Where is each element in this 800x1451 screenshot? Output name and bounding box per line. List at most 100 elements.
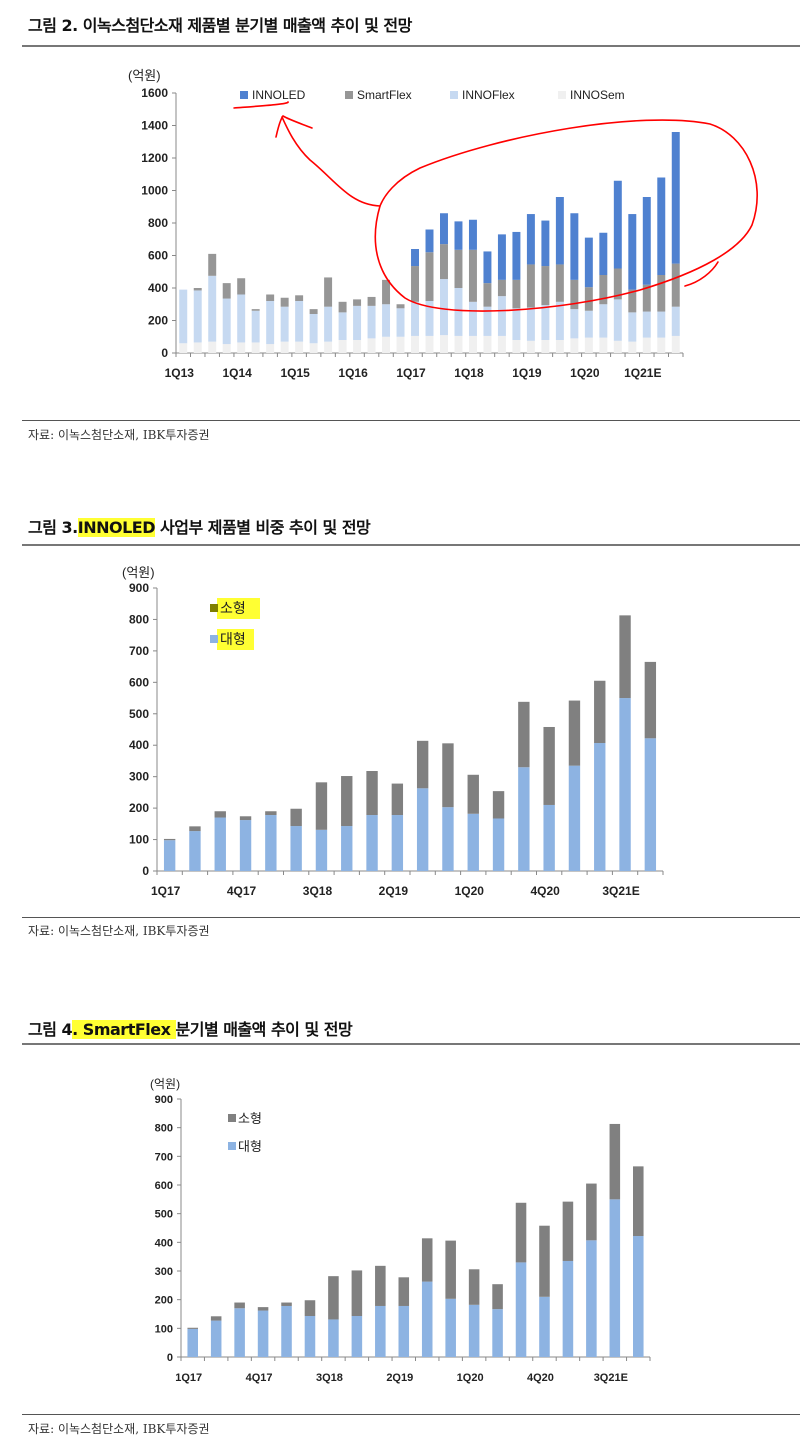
bar-innoled: [440, 213, 448, 245]
divider: [22, 420, 800, 421]
divider: [22, 1414, 800, 1415]
bar-smartflex: [425, 252, 434, 301]
legend-label: INNOLED: [252, 88, 306, 102]
bar-대형: [187, 1328, 199, 1357]
figure4-title: 그림 4. SmartFlex 분기별 매출액 추이 및 전망: [28, 1016, 353, 1040]
divider: [22, 45, 800, 47]
bar-innoled: [468, 219, 477, 250]
bar-소형: [328, 1276, 339, 1320]
figure4-source: 자료: 이녹스첨단소재, IBK투자증권: [28, 1422, 210, 1436]
bar-대형: [492, 818, 505, 871]
bar-소형: [594, 680, 606, 744]
bar-innosem: [440, 335, 448, 353]
bar-smartflex: [570, 279, 579, 310]
bar-innoflex: [396, 308, 405, 337]
title-rest: 사업부 제품별 비중 추이 및 전망: [154, 518, 371, 537]
bar-소형: [315, 782, 328, 830]
annotation-mark: [684, 261, 719, 287]
divider: [22, 544, 800, 546]
bar-대형: [539, 1296, 550, 1357]
bar-smartflex: [396, 304, 405, 309]
figure3-title: 그림 3.INNOLED 사업부 제품별 비중 추이 및 전망: [28, 514, 371, 538]
bar-innoflex: [671, 306, 680, 336]
bar-innoflex: [613, 299, 622, 341]
bar-smartflex: [338, 301, 347, 313]
bar-대형: [468, 1304, 480, 1357]
bar-소형: [515, 1202, 527, 1263]
bar-innosem: [468, 335, 477, 353]
bar-대형: [594, 743, 606, 871]
bar-innosem: [266, 344, 275, 353]
legend-label: 소형: [238, 1111, 262, 1126]
y-tick-label: 600: [155, 1180, 173, 1192]
bar-소형: [214, 811, 226, 818]
bar-대형: [445, 1298, 456, 1357]
bar-소형: [163, 838, 176, 841]
bar-innoflex: [468, 301, 477, 336]
bar-innoflex: [280, 306, 289, 342]
bar-innoflex: [367, 305, 376, 339]
x-tick-label: 1Q16: [338, 366, 368, 380]
legend-swatch: [345, 91, 353, 99]
bar-smartflex: [353, 299, 362, 306]
bar-innoled: [642, 197, 651, 285]
legend-swatch: [228, 1114, 236, 1122]
bar-smartflex: [599, 275, 608, 305]
chart-2: (억원) 0 100 200 300 400 500 600 700 800 900 1Q17 4Q17…: [122, 565, 664, 898]
bar-innoflex: [251, 310, 260, 343]
y-tick-label: 500: [155, 1209, 173, 1221]
y-tick-label: 1000: [141, 184, 168, 198]
bar-소형: [351, 1270, 363, 1317]
bar-innosem: [396, 336, 405, 353]
x-tick-label: 1Q20: [570, 366, 600, 380]
bar-innoflex: [237, 294, 246, 343]
legend-swatch: [210, 635, 218, 643]
y-tick-label: 900: [155, 1094, 173, 1106]
x-tick-label: 4Q17: [246, 1372, 273, 1384]
bar-innosem: [411, 335, 419, 353]
bar-innoled: [613, 180, 622, 269]
bar-대형: [644, 738, 657, 871]
bar-innosem: [599, 337, 608, 353]
x-tick-label: 4Q20: [527, 1372, 554, 1384]
y-tick-label: 500: [129, 707, 149, 721]
x-tick-label: 1Q21E: [624, 366, 661, 380]
bar-smartflex: [584, 287, 593, 311]
bar-소형: [445, 1240, 456, 1299]
bar-소형: [468, 1269, 480, 1305]
y-tick-label: 700: [129, 644, 149, 658]
y-tick-label: 300: [155, 1266, 173, 1278]
chart-1: (억원) 0 200 400 600 800 1000 1200 1400 1600 1Q13 1Q1…: [128, 68, 758, 380]
bar-innoflex: [642, 311, 651, 338]
bar-대형: [609, 1199, 621, 1357]
bar-innoled: [628, 214, 637, 290]
title-rest: 분기별 매출액 추이 및 전망: [175, 1020, 353, 1039]
bar-innoled: [512, 231, 521, 280]
bar-대형: [328, 1319, 339, 1357]
bar-소형: [562, 1201, 574, 1261]
y-tick-label: 700: [155, 1151, 173, 1163]
bar-innosem: [570, 338, 579, 353]
legend-swatch: [450, 91, 458, 99]
bar-innoflex: [657, 311, 666, 338]
divider: [22, 917, 800, 918]
bar-대형: [442, 807, 454, 871]
y-axis-unit: (억원): [128, 68, 161, 83]
bar-innosem: [237, 342, 246, 353]
bar-innosem: [512, 340, 521, 353]
bar-innosem: [382, 336, 391, 353]
bar-대형: [163, 840, 176, 871]
bar-smartflex: [208, 253, 217, 276]
bar-smartflex: [628, 289, 637, 313]
bar-소형: [257, 1307, 269, 1311]
bar-대형: [341, 826, 353, 871]
bar-대형: [281, 1305, 292, 1357]
bar-대형: [398, 1305, 410, 1357]
bar-innoflex: [440, 279, 448, 336]
bar-innoled: [425, 229, 434, 253]
bar-smartflex: [295, 295, 304, 301]
legend-highlight: [217, 598, 260, 619]
x-tick-label: 1Q18: [454, 366, 484, 380]
bar-smartflex: [642, 284, 651, 312]
